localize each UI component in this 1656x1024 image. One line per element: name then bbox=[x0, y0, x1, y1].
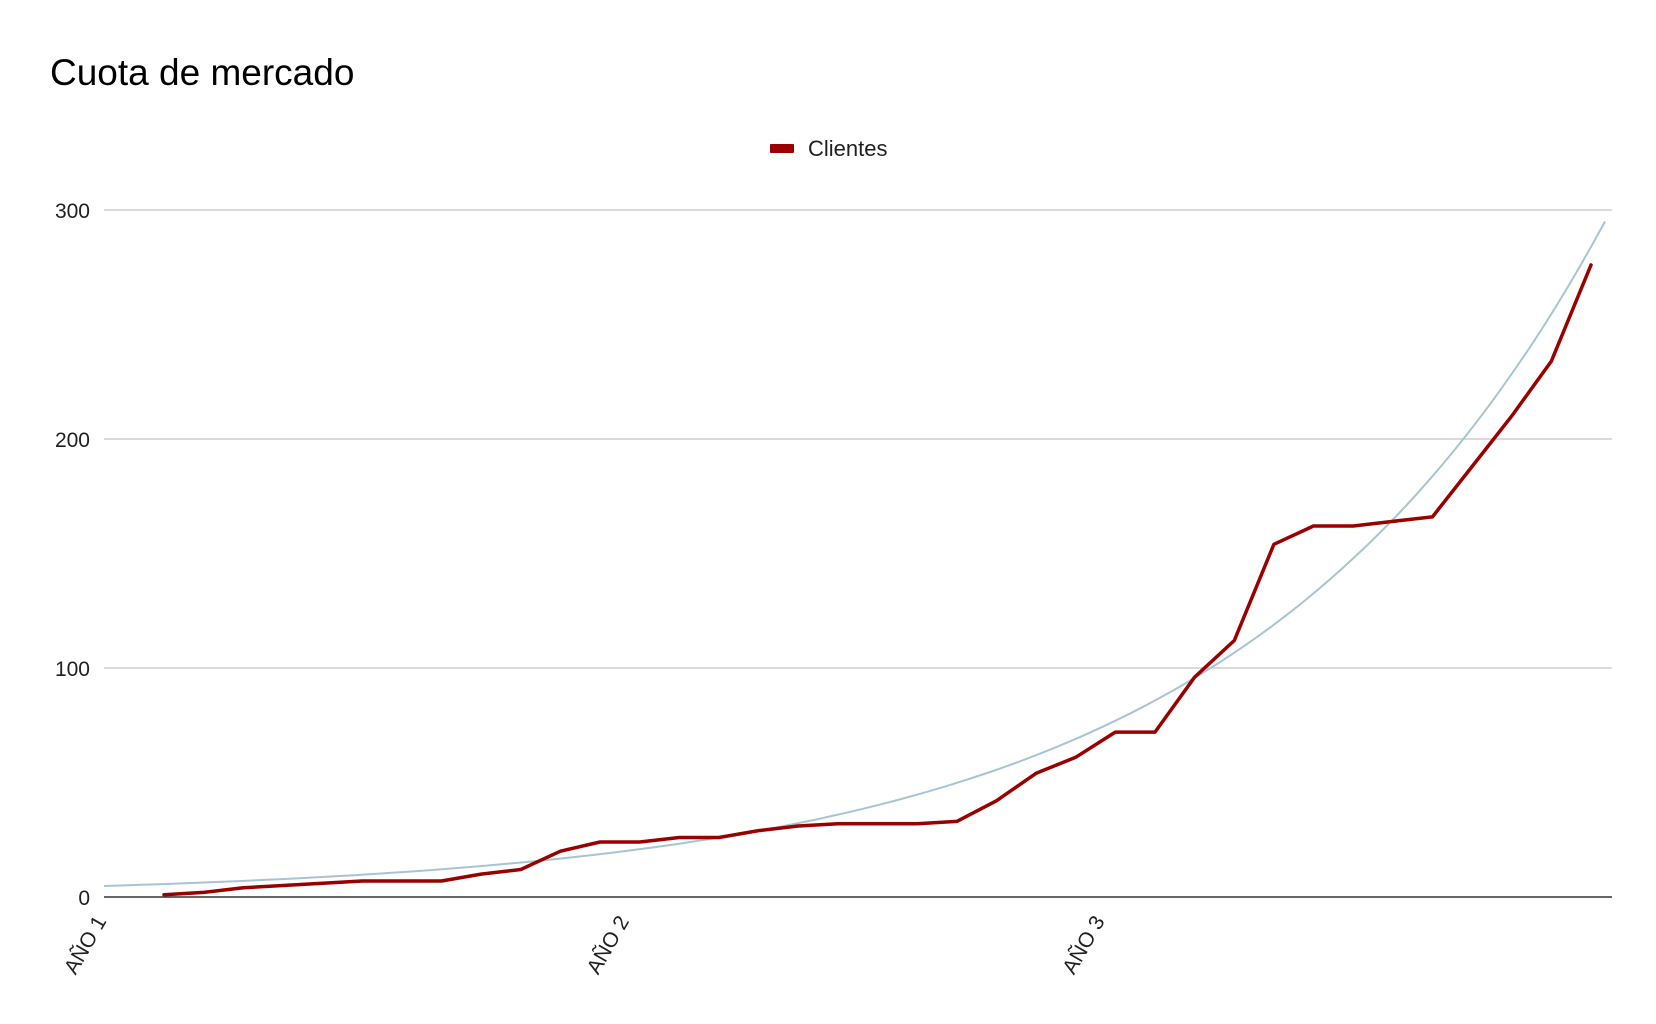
legend: Clientes bbox=[770, 136, 887, 161]
y-tick-label: 0 bbox=[78, 887, 90, 910]
x-tick-label: AÑO 3 bbox=[1057, 912, 1109, 979]
x-tick-label: AÑO 2 bbox=[582, 912, 634, 979]
legend-label-clientes: Clientes bbox=[808, 136, 887, 161]
y-tick-label: 100 bbox=[55, 658, 90, 681]
legend-swatch-clientes bbox=[770, 144, 794, 153]
gridlines bbox=[104, 209, 1612, 669]
chart-title: Cuota de mercado bbox=[50, 52, 355, 93]
x-tick-label: AÑO 1 bbox=[59, 912, 111, 979]
trendline bbox=[103, 221, 1606, 887]
series-line-clientes bbox=[162, 263, 1593, 897]
x-axis-ticks: AÑO 1 AÑO 2 AÑO 3 bbox=[59, 912, 1110, 979]
y-tick-label: 300 bbox=[55, 200, 90, 223]
y-tick-label: 200 bbox=[55, 429, 90, 452]
y-axis-ticks: 0 100 200 300 bbox=[55, 200, 90, 910]
